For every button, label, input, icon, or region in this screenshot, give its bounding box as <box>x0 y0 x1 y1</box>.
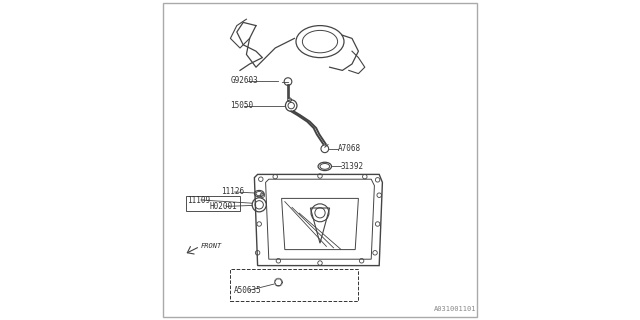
Text: A50635: A50635 <box>234 286 261 295</box>
FancyBboxPatch shape <box>163 3 477 317</box>
Text: 15050: 15050 <box>230 101 253 110</box>
Text: 11109: 11109 <box>187 196 211 204</box>
Polygon shape <box>275 279 282 285</box>
Text: 31392: 31392 <box>340 162 364 171</box>
Text: FRONT: FRONT <box>201 244 222 249</box>
Text: 11126: 11126 <box>221 188 244 196</box>
Text: H02001: H02001 <box>210 202 237 211</box>
Text: G92603: G92603 <box>230 76 258 85</box>
Text: A7068: A7068 <box>338 144 361 153</box>
Text: A031001101: A031001101 <box>435 306 477 312</box>
